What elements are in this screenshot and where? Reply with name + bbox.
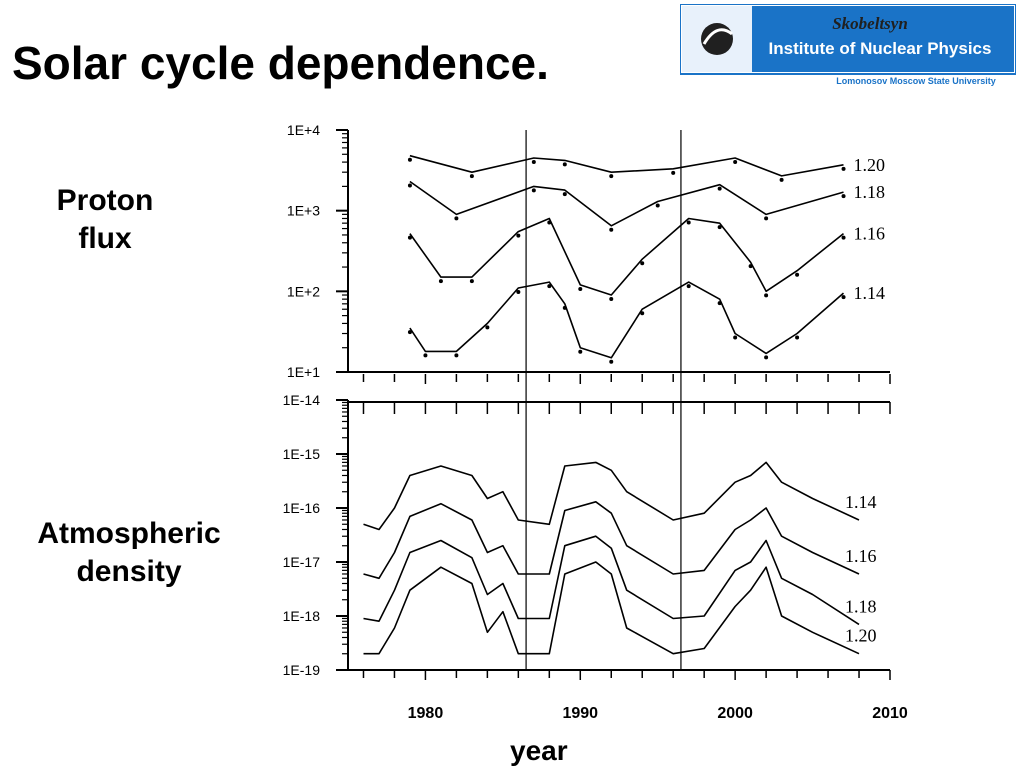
proton-data-point <box>609 359 614 364</box>
proton-data-point <box>407 330 412 335</box>
density-y-tick-label: 1E-17 <box>283 554 321 570</box>
x-tick-label: 1990 <box>562 705 598 722</box>
proton-y-tick-label: 1E+2 <box>287 283 320 299</box>
density-curve-label: 1.20 <box>845 626 877 646</box>
proton-flux-label-line-2: flux <box>78 222 132 255</box>
density-series-line-1.16 <box>363 501 860 580</box>
proton-data-point <box>562 162 567 167</box>
density-series-line-1.14 <box>363 461 860 531</box>
proton-data-point <box>671 170 676 175</box>
proton-data-point <box>841 235 846 240</box>
slide-title: Solar cycle dependence. <box>12 37 549 89</box>
x-tick-label: 2000 <box>717 705 753 722</box>
proton-y-tick-label: 1E+1 <box>287 364 320 380</box>
proton-series-line-1.16 <box>409 217 844 296</box>
proton-data-point <box>655 203 660 208</box>
proton-data-point <box>717 301 722 306</box>
density-series-line-1.18 <box>363 535 860 626</box>
proton-data-point <box>469 279 474 284</box>
proton-data-point <box>841 194 846 199</box>
proton-data-point <box>717 186 722 191</box>
density-series-line-1.20 <box>363 561 860 655</box>
proton-data-point <box>407 235 412 240</box>
proton-data-point <box>686 284 691 289</box>
proton-data-point <box>547 284 552 289</box>
proton-data-point <box>795 272 800 277</box>
density-y-tick-label: 1E-19 <box>283 662 321 678</box>
proton-data-point <box>764 293 769 298</box>
proton-series-line-1.20 <box>409 154 844 177</box>
institute-logo: Skobeltsyn Institute of Nuclear Physics … <box>680 4 1016 86</box>
proton-y-tick-label: 1E+4 <box>287 122 320 138</box>
atmospheric-density-label: Atmospheric density <box>18 515 240 591</box>
proton-data-point <box>717 225 722 230</box>
proton-data-point <box>438 279 443 284</box>
proton-data-point <box>407 183 412 188</box>
proton-y-tick-label: 1E+3 <box>287 203 320 219</box>
proton-data-point <box>748 264 753 269</box>
atmospheric-density-label-line-2: density <box>76 555 182 588</box>
density-y-tick-label: 1E-16 <box>283 500 321 516</box>
proton-data-point <box>454 353 459 358</box>
proton-data-point <box>733 159 738 164</box>
density-y-tick-label: 1E-14 <box>283 392 321 408</box>
proton-data-point <box>795 335 800 340</box>
proton-curve-label: 1.14 <box>854 283 886 303</box>
proton-data-point <box>485 325 490 330</box>
density-curve-label: 1.14 <box>845 492 877 512</box>
proton-flux-label: Proton flux <box>30 182 180 258</box>
proton-data-point <box>609 174 614 179</box>
proton-data-point <box>407 157 412 162</box>
logo-top-line: Skobeltsyn <box>832 14 908 33</box>
proton-data-point <box>609 227 614 232</box>
proton-data-point <box>578 286 583 291</box>
proton-data-point <box>516 233 521 238</box>
x-tick-label: 1980 <box>408 705 444 722</box>
logo-university: Lomonosov Moscow State University <box>836 76 996 86</box>
proton-data-point <box>531 188 536 193</box>
density-y-tick-label: 1E-15 <box>283 446 321 462</box>
proton-data-point <box>469 174 474 179</box>
proton-data-point <box>841 166 846 171</box>
density-panel: 1E-14 1E-15 1E-16 1E-17 1E-18 1E-19 1.14 1.16 1.… <box>283 392 890 678</box>
proton-data-point <box>423 353 428 358</box>
proton-data-point <box>454 216 459 221</box>
proton-data-point <box>764 216 769 221</box>
proton-data-point <box>516 289 521 294</box>
proton-curve-label: 1.20 <box>854 155 886 175</box>
proton-data-point <box>609 297 614 302</box>
proton-data-point <box>640 261 645 266</box>
x-axis-title: year <box>510 735 568 766</box>
density-y-tick-label: 1E-18 <box>283 608 321 624</box>
proton-data-point <box>686 220 691 225</box>
density-curve-label: 1.16 <box>845 546 877 566</box>
proton-curve-label: 1.16 <box>854 224 886 244</box>
proton-data-point <box>531 159 536 164</box>
proton-series-line-1.18 <box>409 180 844 227</box>
x-tick-label: 2010 <box>872 705 908 722</box>
proton-series-line-1.14 <box>409 281 845 359</box>
proton-curve-label: 1.18 <box>854 182 886 202</box>
proton-data-point <box>562 192 567 197</box>
proton-panel: 1E+4 1E+3 1E+2 1E+1 1.20 1.18 1.16 1.14 <box>287 122 890 380</box>
proton-flux-label-line-1: Proton <box>56 184 154 217</box>
proton-data-point <box>764 355 769 360</box>
proton-data-point <box>841 295 846 300</box>
proton-data-point <box>733 335 738 340</box>
atmospheric-density-label-line-1: Atmospheric <box>37 517 221 550</box>
logo-main-line: Institute of Nuclear Physics <box>769 39 992 58</box>
proton-data-point <box>779 177 784 182</box>
density-curve-label: 1.18 <box>845 596 877 616</box>
proton-data-point <box>547 220 552 225</box>
proton-data-point <box>562 305 567 310</box>
proton-data-point <box>640 311 645 316</box>
proton-data-point <box>578 349 583 354</box>
